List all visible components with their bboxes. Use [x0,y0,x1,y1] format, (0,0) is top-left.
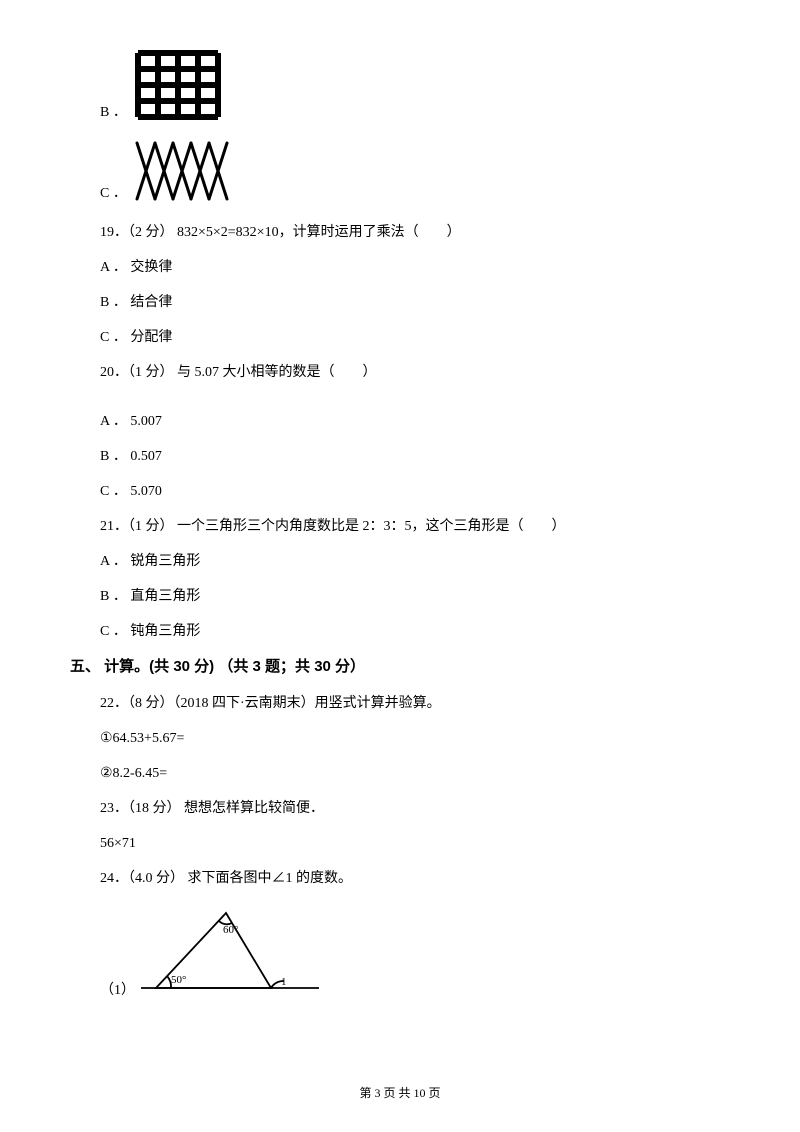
q24-sub1-label: （1） [100,980,135,1005]
zigzag-icon [135,141,231,208]
q22-part1: ①64.53+5.67= [100,728,730,749]
q19-option-a: A ． 交换律 [100,257,730,278]
q21-option-b: B ． 直角三角形 [100,586,730,607]
svg-text:1: 1 [281,976,287,988]
q20-option-b: B ． 0.507 [100,446,730,467]
q19-option-c: C ． 分配律 [100,327,730,348]
option-b-row: B ． [100,50,730,127]
option-c-label: C ． [100,183,127,208]
q21-option-c: C ． 钝角三角形 [100,621,730,642]
q24-figure-row: （1） 60° 50° 1 [100,903,730,1005]
svg-text:50°: 50° [171,974,186,986]
page-footer: 第 3 页 共 10 页 [0,1084,800,1102]
option-c-row: C ． [100,141,730,208]
q21-stem: 21．（1 分） 一个三角形三个内角度数比是 2：3：5，这个三角形是（ ） [100,516,730,537]
q23-stem: 23．（18 分） 想想怎样算比较简便． [100,798,730,819]
section-5-header: 五、 计算。(共 30 分) （共 3 题；共 30 分） [70,656,730,679]
triangle-icon: 60° 50° 1 [141,903,321,1005]
q20-option-a: A ． 5.007 [100,411,730,432]
option-b-label: B ． [100,102,127,127]
q20-stem: 20．（1 分） 与 5.07 大小相等的数是（ ） [100,362,730,383]
q24-stem: 24．（4.0 分） 求下面各图中∠1 的度数。 [100,868,730,889]
q22-stem: 22．（8 分）（2018 四下·云南期末）用竖式计算并验算。 [100,693,730,714]
svg-text:60°: 60° [223,924,238,936]
q19-option-b: B ． 结合律 [100,292,730,313]
q20-option-c: C ． 5.070 [100,481,730,502]
q23-expr: 56×71 [100,833,730,854]
q22-part2: ②8.2-6.45= [100,763,730,784]
grid-icon [135,50,221,127]
q21-option-a: A ． 锐角三角形 [100,551,730,572]
q19-stem: 19．（2 分） 832×5×2=832×10，计算时运用了乘法（ ） [100,222,730,243]
